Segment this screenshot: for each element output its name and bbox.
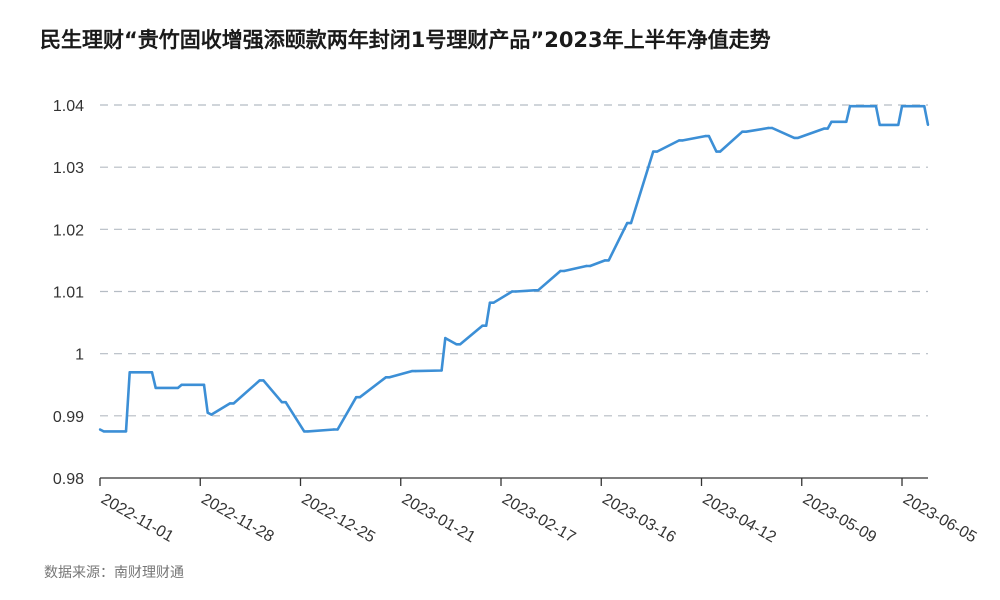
data-point	[485, 324, 488, 327]
data-point	[655, 150, 659, 153]
data-point	[652, 150, 655, 153]
data-point	[388, 376, 391, 379]
data-point	[874, 105, 878, 108]
data-point	[629, 221, 633, 225]
x-tick-label: 2023-03-16	[599, 491, 678, 547]
data-point	[202, 383, 206, 386]
data-point	[332, 428, 336, 431]
data-point	[206, 411, 209, 414]
data-point	[210, 413, 213, 416]
data-point	[897, 123, 900, 127]
y-tick-label: 1.01	[53, 285, 84, 302]
y-tick-label: 1	[75, 347, 84, 364]
x-tick-label: 2023-02-17	[499, 491, 578, 547]
x-tick-label: 2023-05-09	[800, 491, 879, 547]
x-tick-label: 2022-11-28	[198, 491, 276, 546]
data-point	[128, 371, 131, 374]
data-point	[306, 430, 310, 433]
data-point	[102, 430, 105, 433]
x-tick-label: 2023-06-05	[900, 491, 979, 547]
data-point	[481, 324, 484, 327]
source-note: 数据来源：南财理财通	[44, 562, 184, 582]
data-point	[533, 289, 536, 292]
data-point	[232, 402, 235, 405]
y-tick-label: 1.04	[53, 98, 84, 115]
x-tick-label: 2022-11-01	[98, 491, 176, 546]
data-point	[176, 386, 180, 390]
y-tick-label: 0.98	[53, 471, 84, 488]
data-point	[358, 396, 362, 399]
data-point	[228, 402, 232, 405]
source-value: 南财理财通	[114, 565, 184, 581]
data-point	[796, 136, 800, 140]
y-tick-label: 1.03	[53, 160, 84, 177]
data-point	[822, 127, 826, 130]
data-point	[455, 343, 458, 346]
y-tick-label: 0.99	[53, 409, 84, 426]
data-point	[718, 150, 722, 153]
data-point	[878, 123, 881, 127]
data-point	[98, 428, 102, 431]
data-point	[355, 396, 358, 399]
data-point	[536, 289, 540, 292]
data-point	[410, 369, 414, 373]
data-point	[488, 301, 492, 304]
data-point	[793, 136, 796, 140]
data-point	[262, 379, 265, 382]
data-point	[704, 134, 707, 138]
data-point	[459, 343, 462, 346]
data-point	[284, 401, 287, 404]
data-point	[744, 130, 748, 133]
data-point	[585, 264, 588, 268]
data-point	[559, 269, 562, 273]
data-point	[830, 120, 833, 124]
data-point	[414, 369, 417, 373]
data-point	[900, 105, 904, 108]
data-point	[626, 221, 629, 225]
x-tick-label: 2023-01-21	[399, 491, 478, 547]
data-point	[707, 134, 711, 138]
data-point	[150, 371, 154, 374]
x-tick-label: 2022-12-25	[299, 491, 378, 547]
data-point	[336, 428, 339, 431]
data-point	[492, 301, 495, 304]
data-point	[514, 290, 518, 293]
data-point	[741, 130, 744, 133]
data-point	[607, 259, 610, 262]
data-point	[384, 376, 388, 379]
data-point	[678, 139, 681, 142]
data-point	[303, 430, 306, 433]
data-point	[923, 105, 926, 108]
data-point	[444, 336, 447, 340]
y-tick-label: 1.02	[53, 222, 84, 239]
data-point	[258, 379, 261, 382]
chart-title: 民生理财“贵竹固收增强添颐款两年封闭1号理财产品”2023年上半年净值走势	[40, 28, 771, 52]
data-point	[562, 269, 566, 273]
data-point	[510, 290, 514, 293]
data-point	[715, 150, 718, 153]
data-point	[588, 264, 592, 268]
data-point	[926, 123, 930, 127]
data-point	[180, 383, 183, 386]
data-point	[124, 430, 128, 433]
source-label: 数据来源：	[44, 565, 114, 581]
data-point	[770, 126, 774, 130]
series-line	[99, 104, 930, 433]
data-point	[603, 259, 607, 262]
data-point	[767, 126, 770, 130]
data-point	[848, 105, 852, 108]
data-point	[826, 127, 829, 130]
data-point	[681, 139, 685, 142]
data-point	[440, 369, 443, 372]
x-tick-label: 2023-04-12	[700, 491, 779, 547]
data-point	[154, 386, 157, 390]
data-point	[280, 401, 284, 404]
data-point	[845, 120, 848, 124]
